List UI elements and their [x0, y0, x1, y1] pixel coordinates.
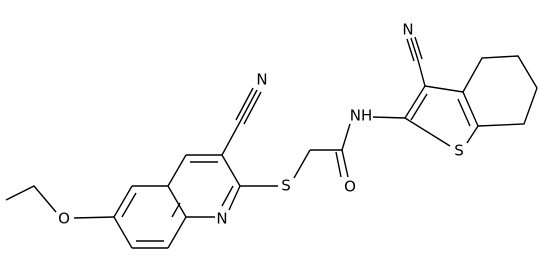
atom-label: NH [350, 107, 373, 125]
bonds [5, 36, 538, 249]
atom-label: O [58, 210, 70, 228]
atom-label: S [281, 177, 291, 195]
atom-label: S [454, 142, 464, 160]
atom-label: N [256, 71, 267, 89]
atom-label: N [216, 210, 227, 228]
atom-labels: N O N S O NH N S [58, 21, 464, 228]
atom-label: N [402, 21, 413, 39]
atom-label: O [344, 178, 356, 196]
